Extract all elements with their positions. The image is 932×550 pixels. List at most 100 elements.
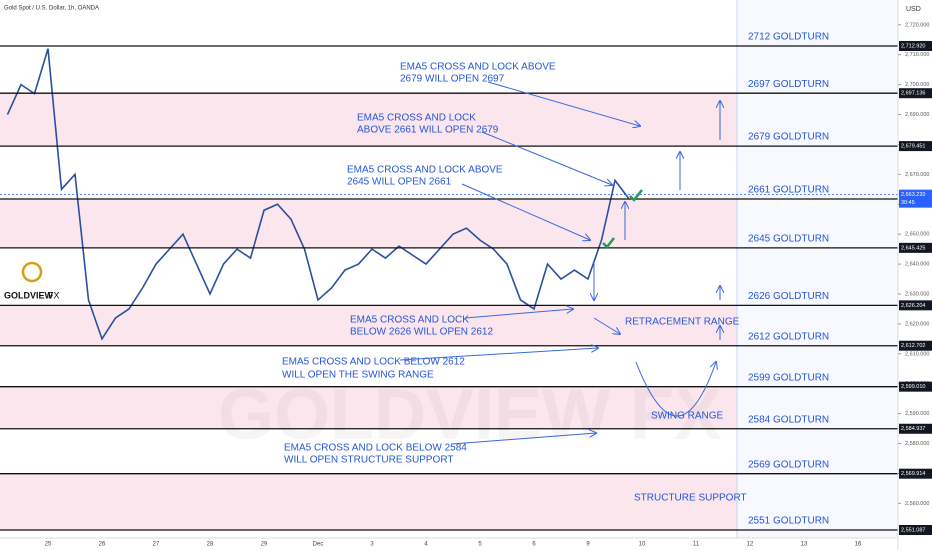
arrow xyxy=(487,81,640,126)
y-tick-label: 2,650.000 xyxy=(905,232,929,238)
checkmark xyxy=(602,237,615,249)
annotation: EMA5 CROSS AND LOCK ABOVE xyxy=(347,165,503,176)
y-tick-label: 2,560.000 xyxy=(905,501,929,507)
label-column xyxy=(737,0,898,538)
annotation: EMA5 CROSS AND LOCK BELOW 2584 xyxy=(284,443,467,454)
annotation: ABOVE 2661 WILL OPEN 2679 xyxy=(357,125,499,136)
y-tick-label: 2,580.000 xyxy=(905,441,929,447)
countdown: 30:45 xyxy=(901,200,915,206)
level-tag-label: 2,645.425 xyxy=(901,245,925,251)
arrow xyxy=(451,433,596,445)
level-name: 2584 GOLDTURN xyxy=(748,414,829,425)
level-band xyxy=(0,386,737,429)
annotation: 2679 WILL OPEN 2697 xyxy=(400,74,505,85)
current-price-tag xyxy=(899,189,932,208)
x-tick-label: 6 xyxy=(532,542,536,548)
level-name: 2569 GOLDTURN xyxy=(748,459,829,470)
level-tag xyxy=(899,524,932,535)
range-label: STRUCTURE SUPPORT xyxy=(634,493,747,504)
level-tag-label: 2,551.087 xyxy=(901,527,925,533)
x-tick-label: 26 xyxy=(99,542,106,548)
x-tick-label: Dec xyxy=(313,542,324,548)
level-tag xyxy=(899,300,932,311)
level-tag xyxy=(899,340,932,351)
level-tag-label: 2,612.702 xyxy=(901,343,925,349)
level-band xyxy=(0,93,737,147)
level-tag-label: 2,569.914 xyxy=(901,471,925,477)
annotations: EMA5 CROSS AND LOCK ABOVE 2679 WILL OPEN… xyxy=(282,62,747,504)
level-band xyxy=(0,198,737,248)
x-tick-label: 13 xyxy=(801,542,808,548)
price-line xyxy=(6,48,630,341)
y-tick-label: 2,590.000 xyxy=(905,411,929,417)
annotation: EMA5 CROSS AND LOCK BELOW 2612 xyxy=(282,357,465,368)
level-tag-label: 2,584.937 xyxy=(901,426,925,432)
level-tag-label: 2,679.451 xyxy=(901,144,925,150)
level-name: 2661 GOLDTURN xyxy=(748,185,829,196)
annotation: EMA5 CROSS AND LOCK ABOVE xyxy=(400,62,556,73)
logo-text: FX xyxy=(48,290,60,300)
y-tick-label: 2,670.000 xyxy=(905,172,929,178)
level-name: 2612 GOLDTURN xyxy=(748,331,829,342)
annotation: BELOW 2626 WILL OPEN 2612 xyxy=(350,327,493,338)
x-tick-label: 5 xyxy=(478,542,482,548)
annotation: WILL OPEN THE SWING RANGE xyxy=(282,370,434,381)
level-tag xyxy=(899,88,932,99)
arrow xyxy=(461,183,590,240)
arrow xyxy=(593,317,620,334)
level-tag xyxy=(899,40,932,51)
logo-text: GOLDVIEW xyxy=(4,290,54,300)
level-name: 2712 GOLDTURN xyxy=(748,32,829,43)
level-tag xyxy=(899,381,932,392)
annotation: 2645 WILL OPEN 2661 xyxy=(347,177,452,188)
level-name: 2679 GOLDTURN xyxy=(748,132,829,143)
y-tick-label: 2,620.000 xyxy=(905,321,929,327)
range-label: RETRACEMENT RANGE xyxy=(625,317,740,328)
y-tick-label: 2,610.000 xyxy=(905,351,929,357)
y-tick-label: 2,710.000 xyxy=(905,52,929,58)
level-tag xyxy=(899,468,932,479)
range-label: SWING RANGE xyxy=(651,411,724,422)
swing-arrow xyxy=(635,362,716,417)
level-name: 2697 GOLDTURN xyxy=(748,79,829,90)
x-tick-label: 9 xyxy=(586,542,590,548)
x-tick-label: 4 xyxy=(424,542,428,548)
level-tag xyxy=(899,242,932,253)
annotation: EMA5 CROSS AND LOCK xyxy=(357,113,476,124)
level-tag xyxy=(899,141,932,152)
y-tick-label: 2,720.000 xyxy=(905,22,929,28)
x-tick-label: 12 xyxy=(747,542,754,548)
x-tick-label: 16 xyxy=(855,542,862,548)
chart-title: Gold Spot / U.S. Dollar, 1h, OANDA xyxy=(4,6,99,12)
currency: USD xyxy=(906,6,921,13)
level-tag-label: 2,697.136 xyxy=(901,91,925,97)
x-tick-label: 10 xyxy=(639,542,646,548)
x-tick-label: 27 xyxy=(153,542,160,548)
annotation: EMA5 CROSS AND LOCK xyxy=(350,315,469,326)
watermark: GOLDVIEW FX xyxy=(218,375,722,455)
arrows xyxy=(399,81,720,445)
level-band xyxy=(0,305,737,346)
current-price-label: 2,663.220 xyxy=(901,192,925,198)
logo-mark xyxy=(21,261,43,283)
level-name: 2599 GOLDTURN xyxy=(748,372,829,383)
x-tick-label: 11 xyxy=(693,542,700,548)
level-tag-label: 2,599.010 xyxy=(901,384,925,390)
level-name: 2551 GOLDTURN xyxy=(748,516,829,527)
arrow xyxy=(481,131,612,185)
level-tag-label: 2,712.920 xyxy=(901,43,925,49)
annotation: WILL OPEN STRUCTURE SUPPORT xyxy=(284,455,453,466)
x-tick-label: 29 xyxy=(261,542,268,548)
arrow xyxy=(399,348,598,361)
level-name: 2645 GOLDTURN xyxy=(748,233,829,244)
y-tick-label: 2,700.000 xyxy=(905,82,929,88)
y-tick-label: 2,690.000 xyxy=(905,112,929,118)
y-tick-label: 2,630.000 xyxy=(905,291,929,297)
logo: GOLDVIEW FX xyxy=(4,261,60,300)
x-tick-label: 25 xyxy=(45,542,52,548)
y-tick-label: 2,640.000 xyxy=(905,262,929,268)
arrow xyxy=(464,309,573,319)
level-tag-label: 2,626.204 xyxy=(901,303,925,309)
level-tag xyxy=(899,423,932,434)
